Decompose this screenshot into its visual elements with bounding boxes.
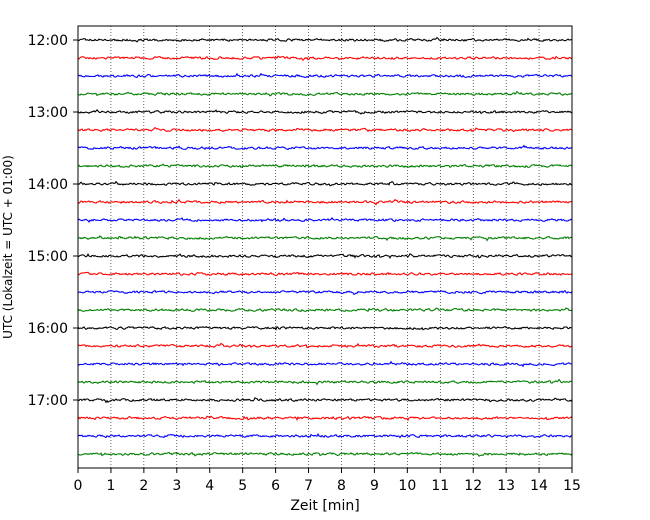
x-tick-label: 8 xyxy=(337,478,346,494)
y-tick-label: 13:00 xyxy=(28,105,68,121)
x-tick-label: 5 xyxy=(238,478,247,494)
x-axis-label: Zeit [min] xyxy=(290,498,359,514)
x-tick-label: 3 xyxy=(172,478,181,494)
trace-line xyxy=(77,90,573,97)
trace-line xyxy=(77,290,573,296)
y-tick-label: 17:00 xyxy=(28,393,68,409)
trace-line xyxy=(77,235,573,242)
x-tick-label: 10 xyxy=(398,478,416,494)
trace-line xyxy=(77,126,573,133)
trace-series xyxy=(77,36,573,457)
trace-line xyxy=(77,217,573,224)
trace-line xyxy=(77,432,573,439)
trace-line xyxy=(77,198,573,206)
trace-line xyxy=(77,163,573,169)
trace-line xyxy=(77,144,573,151)
trace-line xyxy=(77,109,573,115)
plot-area-frame xyxy=(77,25,573,469)
trace-line xyxy=(77,325,573,331)
trace-line xyxy=(77,360,573,368)
trace-line xyxy=(77,55,573,62)
trace-line xyxy=(77,180,573,187)
x-tick-label: 9 xyxy=(370,478,379,494)
trace-line xyxy=(77,451,573,457)
trace-line xyxy=(77,36,573,43)
x-tick-label: 7 xyxy=(304,478,313,494)
x-tick-label: 4 xyxy=(205,478,214,494)
x-tick-label: 13 xyxy=(497,478,515,494)
trace-line xyxy=(77,342,573,349)
x-tick-label: 6 xyxy=(271,478,280,494)
x-tick-label: 11 xyxy=(431,478,449,494)
x-tick-label: 12 xyxy=(464,478,482,494)
trace-line xyxy=(77,253,573,259)
trace-line xyxy=(77,378,573,386)
trace-line xyxy=(77,397,573,404)
x-tick-label: 2 xyxy=(139,478,148,494)
x-tick-label: 0 xyxy=(74,478,83,494)
x-axis: 0 1 2 3 4 5 6 7 8 9 10 11 12 13 14 15 xyxy=(74,468,581,494)
y-axis: 12:00 13:00 14:00 15:00 16:00 17:00 xyxy=(28,33,78,409)
y-tick-label: 15:00 xyxy=(28,249,68,265)
x-tick-label: 14 xyxy=(530,478,548,494)
trace-line xyxy=(77,271,573,276)
y-tick-label: 14:00 xyxy=(28,177,68,193)
trace-line xyxy=(77,307,573,313)
trace-line xyxy=(77,415,573,422)
x-tick-label: 15 xyxy=(563,478,581,494)
trace-line xyxy=(77,72,573,79)
y-tick-label: 16:00 xyxy=(28,321,68,337)
x-tick-label: 1 xyxy=(106,478,115,494)
y-axis-label: UTC (Lokalzeit = UTC + 01:00) xyxy=(1,155,15,339)
y-tick-label: 12:00 xyxy=(28,33,68,49)
